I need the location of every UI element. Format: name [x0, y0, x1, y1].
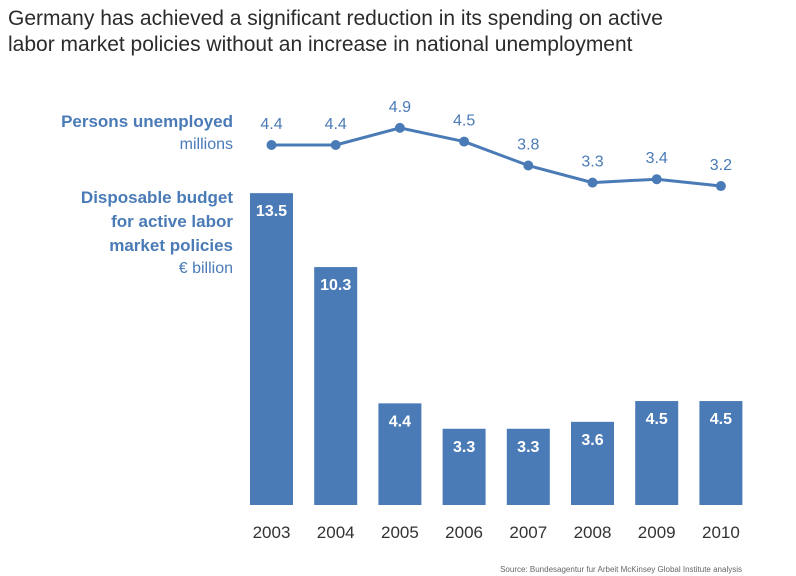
x-tick-label-2009: 2009	[638, 523, 676, 542]
bar-value-label-2006: 3.3	[453, 439, 475, 456]
bar-value-label-2005: 4.4	[389, 413, 411, 430]
line-point-2008	[587, 177, 598, 188]
bar-series-unit: € billion	[178, 260, 233, 277]
line-point-2009	[651, 174, 662, 185]
x-tick-label-2006: 2006	[445, 523, 483, 542]
bar-series-name-line-2: for active labor	[111, 212, 233, 231]
bar-series-name-line-3: market policies	[109, 236, 233, 255]
bar-series-label: Disposable budget for active labor marke…	[81, 186, 233, 280]
bar-series-name-line-1: Disposable budget	[80, 188, 233, 207]
bar-2007	[506, 428, 550, 505]
line-point-2004	[330, 140, 341, 150]
line-point-2005	[394, 122, 405, 133]
line-point-2010	[715, 181, 726, 192]
line-value-label-2007: 3.8	[517, 137, 539, 154]
line-value-label-2010: 3.2	[710, 157, 732, 174]
line-value-label-2009: 3.4	[646, 150, 668, 167]
line-point-2007	[523, 160, 534, 171]
bar-2005	[378, 403, 422, 505]
x-tick-label-2004: 2004	[317, 523, 355, 542]
line-point-2006	[459, 136, 470, 147]
title-line-2: labor market policies without an increas…	[8, 33, 633, 56]
source-note: Source: Bundesagentur fur Arbeit McKinse…	[500, 565, 742, 574]
line-series-unit: millions	[179, 136, 233, 153]
bar-2004	[314, 267, 358, 505]
unemployment-line	[271, 126, 722, 188]
bar-value-label-2007: 3.3	[517, 439, 539, 456]
bar-2003	[250, 193, 293, 505]
bar-value-label-2009: 4.5	[646, 411, 668, 428]
line-value-label-2004: 4.4	[325, 116, 347, 133]
line-point-2003	[266, 140, 277, 150]
x-tick-label-2008: 2008	[574, 523, 612, 542]
chart-title: Germany has achieved a significant reduc…	[8, 6, 788, 58]
bar-value-label-2004: 10.3	[320, 277, 351, 294]
bar-value-label-2008: 3.6	[581, 432, 603, 449]
line-value-label-2005: 4.9	[389, 99, 411, 116]
x-tick-label-2007: 2007	[509, 523, 547, 542]
bar-2009	[635, 401, 679, 505]
line-value-label-2006: 4.5	[453, 113, 475, 130]
line-series-label: Persons unemployed millions	[61, 110, 233, 156]
bar-value-label-2010: 4.5	[710, 411, 732, 428]
bar-value-label-2003: 13.5	[256, 203, 287, 220]
bar-2008	[571, 421, 614, 505]
bar-2010	[699, 401, 743, 505]
line-series-name: Persons unemployed	[61, 112, 233, 131]
x-tick-label-2005: 2005	[381, 523, 419, 542]
x-tick-label-2003: 2003	[253, 523, 291, 542]
bar-2006	[442, 428, 486, 505]
line-value-label-2008: 3.3	[581, 154, 603, 171]
x-tick-label-2010: 2010	[702, 523, 740, 542]
title-line-1: Germany has achieved a significant reduc…	[8, 7, 663, 30]
line-value-label-2003: 4.4	[260, 116, 282, 133]
